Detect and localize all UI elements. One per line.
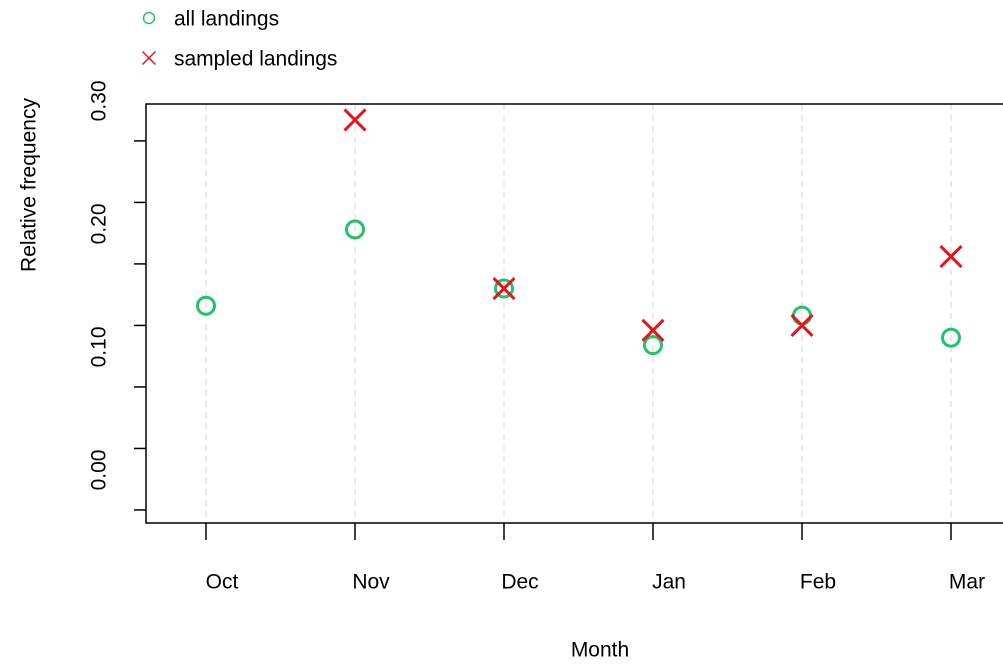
y-tick-label: 0.10 (88, 327, 111, 368)
point (643, 335, 663, 356)
legend-marker (142, 11, 156, 25)
plot-frame (145, 103, 1003, 524)
x-tick-label: Mar (949, 571, 985, 594)
x-axis-label: Month (571, 639, 629, 662)
point (492, 276, 516, 301)
point (343, 108, 367, 132)
x-tick-label: Nov (352, 571, 390, 594)
y-axis-label: Relative frequency (18, 98, 41, 272)
point (494, 278, 514, 299)
x-tick-label: Oct (206, 571, 239, 594)
y-tick-label: 0.20 (88, 203, 111, 244)
legend-label: sampled landings (174, 48, 337, 71)
point (345, 219, 365, 240)
y-tick-label: 0.30 (88, 80, 111, 121)
x-tick-label: Jan (652, 571, 686, 594)
x-tick-label: Dec (501, 571, 538, 594)
point (641, 318, 665, 342)
point (941, 327, 961, 348)
point (939, 244, 963, 269)
legend-marker (141, 50, 157, 66)
point (790, 313, 814, 337)
point (196, 295, 216, 316)
x-tick-label: Feb (800, 571, 836, 594)
legend-label: all landings (174, 8, 279, 31)
y-tick-label: 0.00 (88, 450, 111, 491)
